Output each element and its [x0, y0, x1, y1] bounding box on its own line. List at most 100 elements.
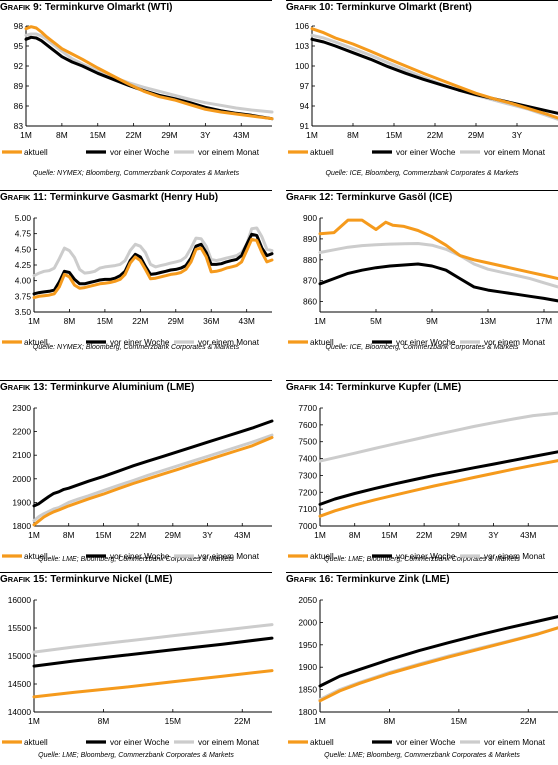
- y-tick-label: 860: [303, 297, 317, 307]
- legend-label-monat: vor einem Monat: [198, 738, 260, 747]
- legend-label-aktuell: aktuell: [310, 338, 334, 347]
- y-tick-label: 1850: [298, 685, 317, 695]
- series-line-aktuell: [32, 669, 274, 699]
- title-text: : Terminkurve Gasmarkt (Henry Hub): [43, 192, 219, 203]
- series-line-woche: [24, 35, 274, 121]
- y-tick-label: 7400: [298, 454, 317, 464]
- chart-panel-g15: GRAFIK 15: Terminkurve Nickel (LME) Quell…: [0, 572, 274, 762]
- title-text: : Terminkurve Olmarkt (WTI): [38, 2, 173, 13]
- chart-source: Quelle: NYMEX; Bloomberg, Commerzbank Co…: [32, 344, 240, 351]
- chart-source: Quelle: LME; Bloomberg, Commerzbank Corp…: [38, 752, 234, 759]
- y-tick-label: 4.50: [15, 244, 32, 254]
- y-tick-label: 97: [300, 81, 310, 91]
- x-tick-label: 22M: [520, 716, 536, 726]
- legend-label-woche: vor einer Woche: [110, 338, 170, 347]
- chart-title: GRAFIK 11: Terminkurve Gasmarkt (Henry H…: [0, 190, 272, 205]
- legend-label-monat: vor einem Monat: [484, 148, 546, 157]
- x-tick-label: 8M: [347, 130, 359, 140]
- series-line-woche: [32, 232, 274, 296]
- x-tick-label: 15M: [386, 130, 402, 140]
- y-tick-label: 14500: [8, 679, 32, 689]
- x-tick-label: 43M: [234, 530, 250, 540]
- series-line-aktuell: [310, 27, 558, 120]
- title-prefix-rest: RAFIK: [293, 383, 317, 392]
- x-tick-label: 29M: [165, 530, 181, 540]
- y-tick-label: 1800: [12, 521, 31, 531]
- y-tick-label: 15000: [8, 651, 32, 661]
- x-tick-label: 15M: [165, 716, 181, 726]
- legend-label-woche: vor einer Woche: [110, 738, 170, 747]
- series-line-woche: [318, 615, 558, 688]
- title-prefix-rest: RAFIK: [7, 575, 31, 584]
- x-tick-label: 43M: [233, 130, 249, 140]
- chart-source: Quelle: LME; Bloomberg, Commerzbank Corp…: [324, 556, 520, 563]
- x-tick-label: 15M: [95, 530, 111, 540]
- legend-label-woche: vor einer Woche: [396, 338, 456, 347]
- y-tick-label: 103: [295, 41, 309, 51]
- line-chart: 900 890 880 870 860 1M 5M 9M 13M 17M aktuell vor ei…: [288, 213, 558, 347]
- x-tick-label: 8M: [63, 530, 75, 540]
- series-line-woche: [32, 419, 274, 508]
- x-tick-label: 13M: [480, 316, 496, 326]
- y-tick-label: 7700: [298, 403, 317, 413]
- chart-source: Quelle: NYMEX; Bloomberg, Commerzbank Co…: [32, 170, 240, 177]
- y-tick-label: 95: [14, 41, 24, 51]
- y-tick-label: 1900: [298, 662, 317, 672]
- chart-title: GRAFIK 14: Terminkurve Kupfer (LME): [286, 380, 558, 395]
- series-line-woche: [32, 636, 274, 668]
- x-tick-label: 15M: [451, 716, 467, 726]
- x-tick-label: 1M: [20, 130, 32, 140]
- y-tick-label: 7500: [298, 437, 317, 447]
- x-tick-label: 22M: [427, 130, 443, 140]
- title-prefix-initial: G: [286, 382, 294, 393]
- title-prefix-initial: G: [0, 574, 8, 585]
- chart-title: GRAFIK 10: Terminkurve Olmarkt (Brent): [286, 0, 558, 15]
- y-tick-label: 2300: [12, 403, 31, 413]
- x-tick-label: 5M: [370, 316, 382, 326]
- chart-title: GRAFIK 12: Terminkurve Gasöl (ICE): [286, 190, 558, 205]
- x-tick-label: 3Y: [202, 530, 213, 540]
- legend-label-woche: vor einer Woche: [396, 148, 456, 157]
- title-prefix-rest: RAFIK: [7, 3, 31, 12]
- y-tick-label: 4.75: [15, 229, 32, 239]
- series-line-aktuell: [32, 237, 274, 300]
- title-text: : Terminkurve Nickel (LME): [44, 574, 173, 585]
- title-prefix-initial: G: [0, 2, 8, 13]
- y-tick-label: 106: [295, 21, 309, 31]
- legend-label-monat: vor einem Monat: [198, 338, 260, 347]
- x-tick-label: 3Y: [512, 130, 523, 140]
- x-tick-label: 8M: [56, 130, 68, 140]
- x-tick-label: 22M: [234, 716, 250, 726]
- chart-panel-g13: GRAFIK 13: Terminkurve Aluminium (LME) Qu…: [0, 380, 274, 570]
- chart-panel-g12: GRAFIK 12: Terminkurve Gasöl (ICE) Quelle…: [286, 190, 558, 380]
- title-number: 12: [316, 192, 331, 203]
- x-tick-label: 8M: [98, 716, 110, 726]
- title-prefix-rest: RAFIK: [7, 193, 31, 202]
- title-prefix-initial: G: [0, 192, 8, 203]
- legend-label-aktuell: aktuell: [310, 552, 334, 561]
- series-line-aktuell: [24, 25, 274, 121]
- series-line-monat: [32, 226, 274, 278]
- series-line-monat: [24, 32, 274, 114]
- legend-label-monat: vor einem Monat: [484, 738, 546, 747]
- y-tick-label: 15500: [8, 623, 32, 633]
- x-tick-label: 43M: [520, 530, 536, 540]
- x-tick-label: 1M: [314, 530, 326, 540]
- title-number: 9: [30, 2, 39, 13]
- x-tick-label: 29M: [168, 316, 184, 326]
- series-line-monat: [318, 242, 558, 289]
- series-line-aktuell: [32, 436, 274, 527]
- series-line-aktuell: [318, 459, 558, 518]
- x-tick-label: 1M: [314, 716, 326, 726]
- series-line-aktuell: [318, 626, 558, 703]
- y-tick-label: 2000: [298, 617, 317, 627]
- y-tick-label: 7100: [298, 504, 317, 514]
- legend-label-monat: vor einem Monat: [198, 552, 260, 561]
- chart-panel-g16: GRAFIK 16: Terminkurve Zink (LME) Quelle:…: [286, 572, 558, 762]
- y-tick-label: 890: [303, 234, 317, 244]
- x-tick-label: 29M: [161, 130, 177, 140]
- x-tick-label: 22M: [132, 316, 148, 326]
- title-prefix-initial: G: [0, 382, 8, 393]
